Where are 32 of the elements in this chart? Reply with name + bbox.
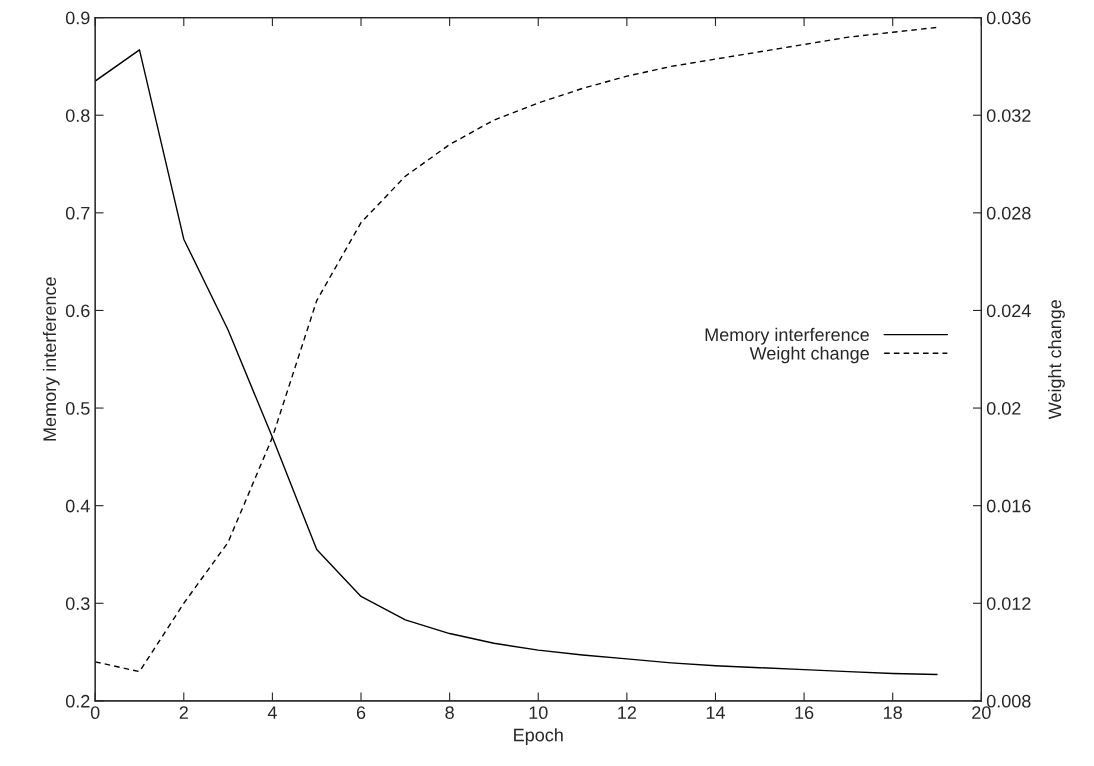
x-tick-label: 20	[972, 706, 991, 720]
y2-tick-label: 0.016	[986, 499, 1031, 513]
y-tick-label: 0.6	[65, 304, 90, 318]
x-tick-label: 6	[356, 706, 366, 720]
y2-tick-label: 0.024	[986, 304, 1031, 318]
x-tick-label: 18	[884, 706, 902, 720]
x-tick-label: 12	[618, 706, 636, 719]
x-tick-label: 10	[529, 706, 548, 720]
x-axis-title: Epoch	[514, 728, 563, 745]
legend-label: Weight change	[749, 346, 869, 364]
y-tick-label: 0.5	[65, 401, 90, 415]
y2-tick-label: 0.008	[986, 694, 1031, 708]
x-tick-label: 8	[445, 706, 454, 720]
x-tick-label: 14	[706, 706, 725, 719]
y-tick-label: 0.3	[65, 597, 90, 610]
x-tick-label: 0	[90, 706, 100, 720]
y-tick-label: 0.9	[65, 11, 90, 25]
y2-axis-title: Weight change	[1048, 299, 1065, 420]
y2-tick-label: 0.012	[986, 597, 1031, 610]
y2-tick-label: 0.02	[986, 401, 1021, 415]
legend-label: Memory interference	[705, 327, 869, 345]
y-axis-title: Memory interference	[42, 277, 60, 441]
y2-tick-label: 0.036	[986, 11, 1031, 25]
x-tick-label: 16	[795, 706, 814, 720]
y-tick-label: 0.4	[65, 499, 90, 513]
x-tick-label: 4	[267, 706, 277, 719]
x-tick-label: 2	[179, 706, 188, 719]
y2-tick-label: 0.028	[986, 206, 1031, 220]
y-tick-label: 0.7	[65, 206, 90, 220]
y-tick-label: 0.8	[65, 109, 90, 122]
y2-tick-label: 0.032	[986, 109, 1031, 122]
y-tick-label: 0.2	[65, 694, 90, 708]
